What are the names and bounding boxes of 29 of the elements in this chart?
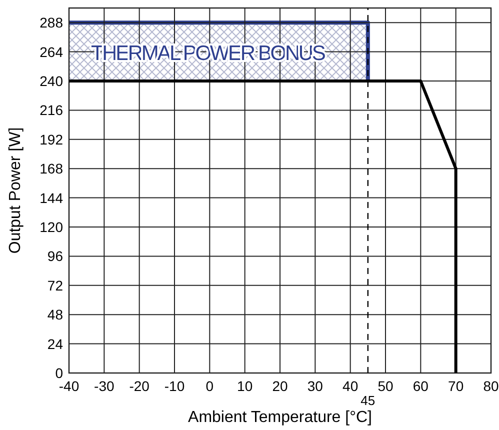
- ref-line-label: 45: [360, 393, 376, 408]
- x-tick-label: 20: [272, 378, 288, 394]
- y-tick-label: 48: [47, 306, 64, 323]
- x-tick-label: -20: [129, 378, 150, 394]
- y-tick-label: 288: [40, 14, 64, 31]
- x-tick-label: 50: [378, 378, 394, 394]
- y-tick-label: 240: [40, 73, 64, 89]
- x-tick-label: 40: [342, 378, 358, 394]
- y-axis-title: Output Power [W]: [7, 127, 24, 254]
- x-tick-label: 10: [237, 378, 253, 394]
- y-tick-label: 168: [40, 160, 64, 177]
- x-tick-label: 80: [483, 378, 499, 394]
- x-tick-label: 70: [448, 378, 464, 394]
- y-tick-label: 96: [47, 248, 64, 264]
- y-tick-label: 192: [40, 131, 64, 148]
- y-tick-label: 24: [47, 336, 64, 352]
- x-tick-label: 30: [307, 378, 324, 394]
- y-tick-label: 0: [55, 365, 64, 381]
- x-tick-label: -40: [58, 378, 80, 394]
- y-tick-label: 120: [40, 219, 64, 235]
- y-tick-label: 144: [40, 190, 64, 206]
- y-tick-label: 264: [40, 44, 64, 60]
- x-tick-label: -30: [94, 378, 114, 394]
- y-tick-label: 216: [40, 102, 64, 118]
- x-tick-label: 60: [412, 378, 429, 394]
- x-tick-label: -10: [164, 378, 185, 394]
- x-tick-label: 0: [206, 378, 214, 394]
- y-tick-label: 72: [47, 277, 64, 294]
- x-axis-title: Ambient Temperature [°C]: [188, 409, 372, 426]
